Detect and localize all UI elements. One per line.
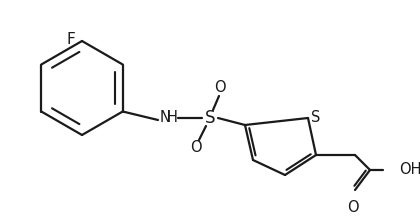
Text: H: H <box>167 110 177 126</box>
Text: F: F <box>66 32 75 46</box>
Text: S: S <box>205 109 215 127</box>
Text: S: S <box>311 110 320 126</box>
Text: N: N <box>160 110 171 126</box>
Text: O: O <box>214 80 226 95</box>
Text: OH: OH <box>399 162 420 177</box>
Text: O: O <box>347 200 359 215</box>
Text: O: O <box>190 141 202 156</box>
